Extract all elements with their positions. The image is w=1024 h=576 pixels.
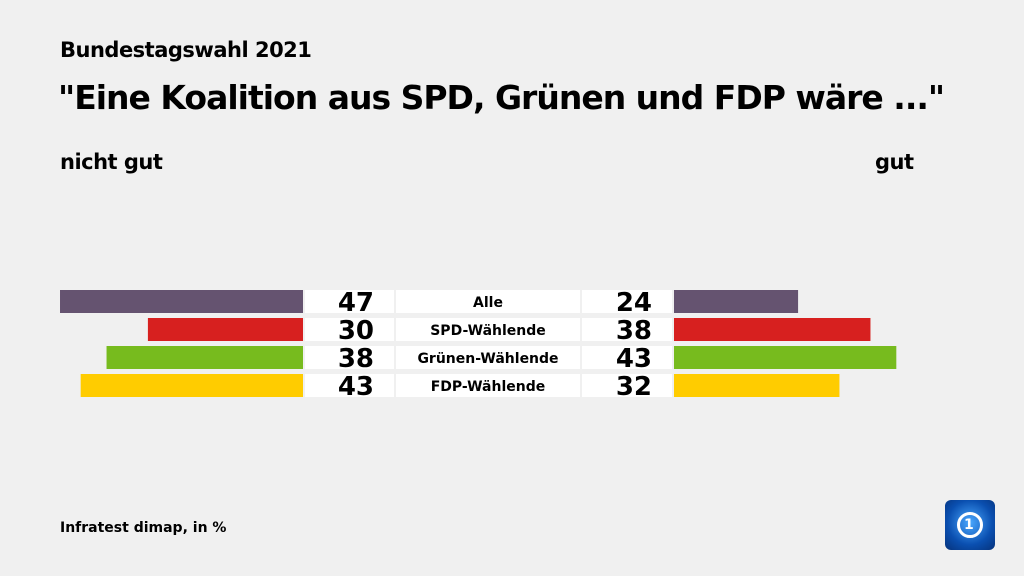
legend-right: gut (875, 150, 914, 174)
bar-gut (674, 346, 897, 369)
value-label-nicht-gut: 47 (338, 288, 374, 318)
bar-gut (674, 374, 840, 397)
bar-nicht-gut (147, 318, 303, 341)
value-box (582, 318, 672, 341)
bar-nicht-gut (106, 346, 303, 369)
value-box (305, 318, 394, 341)
label-box (396, 318, 580, 341)
value-label-gut: 38 (616, 316, 652, 346)
value-box (305, 374, 394, 397)
value-label-nicht-gut: 43 (338, 372, 374, 402)
label-box (396, 290, 580, 313)
label-box (396, 346, 580, 369)
source-note: Infratest dimap, in % (60, 520, 227, 536)
value-label-gut: 32 (616, 372, 652, 402)
bar-gut (674, 318, 871, 341)
label-box (396, 374, 580, 397)
value-label-nicht-gut: 30 (338, 316, 374, 346)
value-box (582, 374, 672, 397)
category-label: Alle (473, 295, 503, 311)
category-label: SPD-Wählende (430, 323, 546, 339)
value-label-gut: 43 (616, 344, 652, 374)
legend-left: nicht gut (60, 150, 163, 174)
ard-logo-icon: 1 (945, 500, 995, 550)
value-label-nicht-gut: 38 (338, 344, 374, 374)
value-box (582, 290, 672, 313)
chart-title: "Eine Koalition aus SPD, Grünen und FDP … (58, 78, 945, 117)
bar-gut (674, 290, 799, 313)
bar-nicht-gut (80, 374, 303, 397)
category-label: Grünen-Wählende (417, 351, 558, 367)
value-box (582, 346, 672, 369)
subtitle: Bundestagswahl 2021 (60, 38, 312, 62)
bar-nicht-gut (60, 290, 304, 313)
value-box (305, 346, 394, 369)
value-label-gut: 24 (616, 288, 652, 318)
category-label: FDP-Wählende (431, 379, 546, 395)
value-box (305, 290, 394, 313)
